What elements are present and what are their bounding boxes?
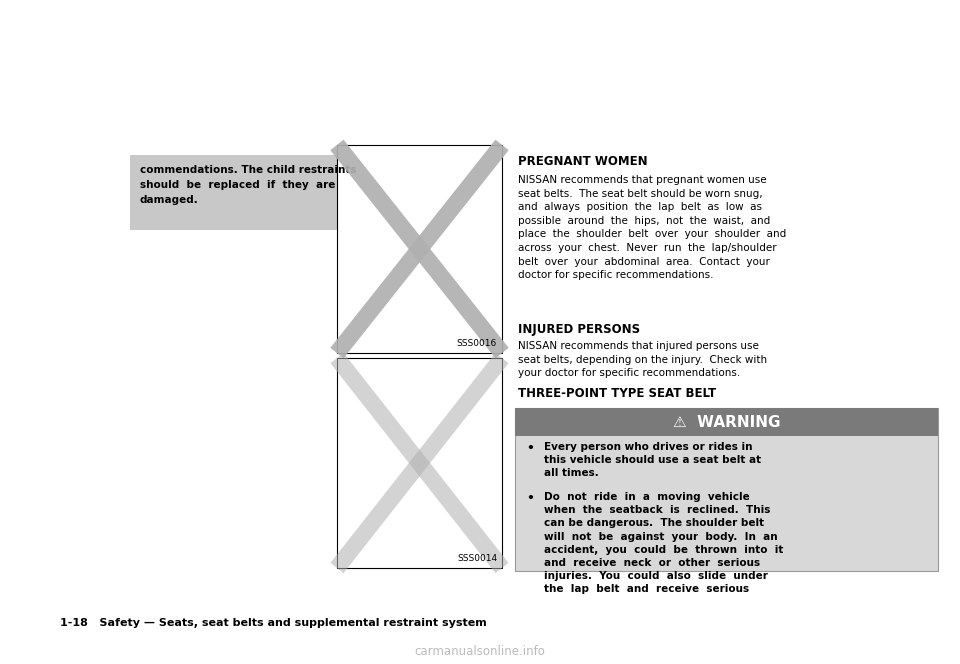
Text: NISSAN recommends that pregnant women use
seat belts.  The seat belt should be w: NISSAN recommends that pregnant women us… [518, 175, 786, 280]
Text: should  be  replaced  if  they  are: should be replaced if they are [140, 180, 335, 190]
Bar [337, 358, 502, 568]
Text: PREGNANT WOMEN: PREGNANT WOMEN [518, 155, 648, 168]
Text: THREE-POINT TYPE SEAT BELT: THREE-POINT TYPE SEAT BELT [518, 387, 716, 400]
Text: INJURED PERSONS: INJURED PERSONS [518, 323, 640, 336]
Text: carmanualsonline.info: carmanualsonline.info [415, 645, 545, 658]
Text: ⚠  WARNING: ⚠ WARNING [673, 414, 780, 430]
Text: 1-18   Safety — Seats, seat belts and supplemental restraint system: 1-18 Safety — Seats, seat belts and supp… [60, 618, 487, 628]
Bar [130, 155, 355, 230]
Text: SSS0016: SSS0016 [457, 339, 497, 348]
Bar [515, 408, 938, 436]
Text: •: • [526, 442, 535, 455]
Bar [515, 408, 938, 571]
Text: commendations. The child restraints: commendations. The child restraints [140, 165, 356, 175]
Text: Do  not  ride  in  a  moving  vehicle
when  the  seatback  is  reclined.  This
c: Do not ride in a moving vehicle when the… [543, 492, 783, 594]
Text: damaged.: damaged. [140, 195, 199, 205]
Text: Every person who drives or rides in
this vehicle should use a seat belt at
all t: Every person who drives or rides in this… [543, 442, 761, 478]
Bar [337, 145, 502, 353]
Text: •: • [526, 492, 535, 505]
Text: SSS0014: SSS0014 [457, 554, 497, 563]
Text: NISSAN recommends that injured persons use
seat belts, depending on the injury. : NISSAN recommends that injured persons u… [518, 341, 767, 378]
